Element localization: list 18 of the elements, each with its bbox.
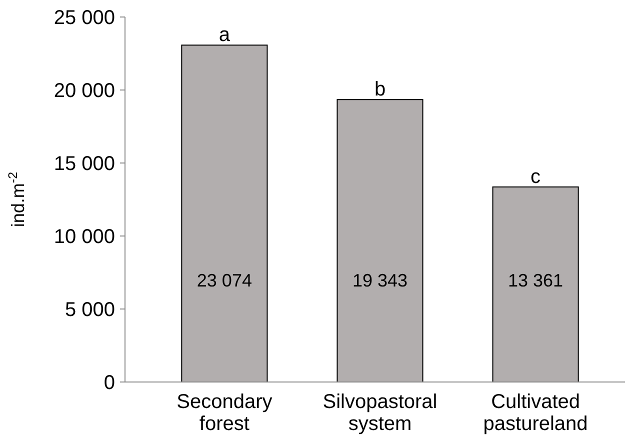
annotation: b <box>374 78 386 101</box>
annotation: a <box>218 24 231 46</box>
data-label: 13 361 <box>508 270 564 290</box>
x-tick-label: Silvopastoral system <box>322 391 438 435</box>
y-tick-label: 25 000 <box>54 7 115 29</box>
y-tick-label: 15 000 <box>54 153 115 175</box>
bar <box>492 186 579 382</box>
bar <box>181 44 268 382</box>
data-label: 23 074 <box>196 270 252 290</box>
y-tick-label: 0 <box>104 372 115 394</box>
bar <box>336 99 424 382</box>
y-tick-label: 5 000 <box>64 299 115 321</box>
x-tick-label: Secondary forest <box>176 391 272 435</box>
annotation: c <box>530 166 541 188</box>
y-tick-label: 20 000 <box>54 80 115 102</box>
data-label: 19 343 <box>352 270 408 290</box>
x-tick-label: Cultivated pastureland <box>483 391 588 435</box>
y-tick-label: 10 000 <box>54 226 115 248</box>
